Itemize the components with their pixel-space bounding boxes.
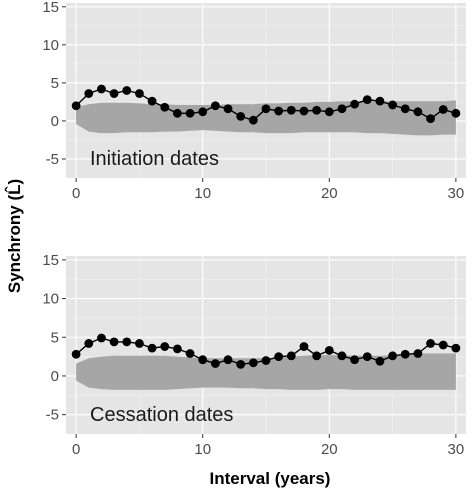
x-axis-title: Interval (years): [210, 469, 331, 488]
data-point: [451, 108, 461, 118]
y-tick-label: 0: [51, 113, 59, 130]
data-point: [362, 95, 372, 105]
data-point: [172, 108, 182, 118]
data-point: [71, 349, 81, 359]
panel-annotation: Cessation dates: [90, 404, 233, 426]
x-tick-label: 0: [72, 441, 80, 458]
panel-bottom: -5 0 5 10 15 0 10 20 30 Cessation dates: [42, 252, 466, 458]
data-point: [324, 107, 334, 117]
data-point: [312, 105, 322, 115]
data-point: [135, 339, 144, 348]
data-point: [337, 351, 347, 361]
data-point: [286, 105, 296, 115]
data-point: [312, 351, 322, 361]
y-tick-label: 5: [51, 75, 59, 92]
data-point: [210, 359, 220, 368]
x-tick-label: 20: [321, 185, 338, 202]
data-point: [286, 351, 296, 361]
panel-annotation: Initiation dates: [90, 148, 219, 170]
chart-panels: -5 0 5 10 15 0 10 20 30 Initiation dates -5 0 5 10 15 0…: [42, 0, 466, 458]
data-point: [122, 337, 132, 347]
x-tick-label: 30: [448, 441, 465, 458]
data-point: [337, 104, 347, 114]
y-tick-label: 15: [42, 0, 59, 16]
data-point: [388, 351, 397, 361]
data-point: [438, 105, 448, 114]
data-point: [400, 349, 410, 359]
data-point: [248, 358, 258, 368]
y-tick-label: 0: [51, 368, 59, 385]
data-point: [350, 99, 360, 109]
data-point: [299, 342, 309, 351]
data-point: [109, 89, 119, 98]
data-point: [324, 346, 334, 355]
data-point: [223, 355, 233, 365]
data-point: [160, 342, 170, 351]
confidence-envelope: [76, 100, 456, 136]
data-point: [236, 111, 246, 121]
data-point: [147, 343, 157, 353]
data-point: [362, 352, 372, 362]
data-point: [438, 340, 448, 350]
data-point: [451, 343, 461, 353]
data-point: [160, 102, 170, 112]
data-point: [135, 89, 144, 98]
x-tick-label: 20: [321, 441, 338, 458]
data-point: [185, 349, 195, 358]
data-point: [198, 355, 208, 365]
x-tick-label: 10: [194, 185, 211, 202]
x-tick-label: 0: [72, 185, 80, 202]
data-point: [71, 101, 81, 111]
data-point: [375, 96, 385, 106]
y-tick-label: -5: [46, 407, 59, 424]
x-tick-label: 10: [194, 441, 211, 458]
data-point: [388, 100, 397, 110]
y-tick-label: 5: [51, 329, 59, 346]
data-point: [172, 344, 182, 354]
data-point: [261, 104, 271, 114]
data-point: [198, 107, 208, 117]
data-point: [400, 104, 410, 114]
data-point: [122, 86, 132, 95]
data-point: [274, 106, 284, 116]
data-point: [413, 107, 423, 117]
panel-top: -5 0 5 10 15 0 10 20 30 Initiation dates: [42, 0, 466, 202]
x-tick-label: 30: [448, 185, 465, 202]
y-tick-label: 10: [42, 291, 59, 308]
data-point: [223, 104, 233, 114]
data-point: [109, 337, 119, 347]
data-point: [299, 106, 309, 116]
data-point: [350, 355, 360, 365]
data-point: [210, 101, 220, 111]
data-point: [248, 115, 258, 125]
confidence-envelope: [76, 353, 456, 390]
y-tick-label: 15: [42, 252, 59, 269]
data-point: [426, 339, 435, 348]
y-tick-label: 10: [42, 37, 59, 54]
data-point: [426, 114, 435, 124]
data-point: [185, 108, 195, 118]
data-point: [97, 84, 106, 94]
data-point: [236, 359, 246, 369]
data-point: [147, 96, 157, 106]
data-point: [413, 349, 423, 358]
data-point: [84, 339, 94, 348]
data-point: [97, 333, 106, 343]
y-axis-title: Synchrony (L̂): [4, 179, 24, 293]
data-point: [375, 356, 385, 366]
y-tick-label: -5: [46, 151, 59, 168]
data-point: [261, 356, 271, 365]
data-point: [84, 89, 94, 98]
data-point: [274, 352, 284, 362]
